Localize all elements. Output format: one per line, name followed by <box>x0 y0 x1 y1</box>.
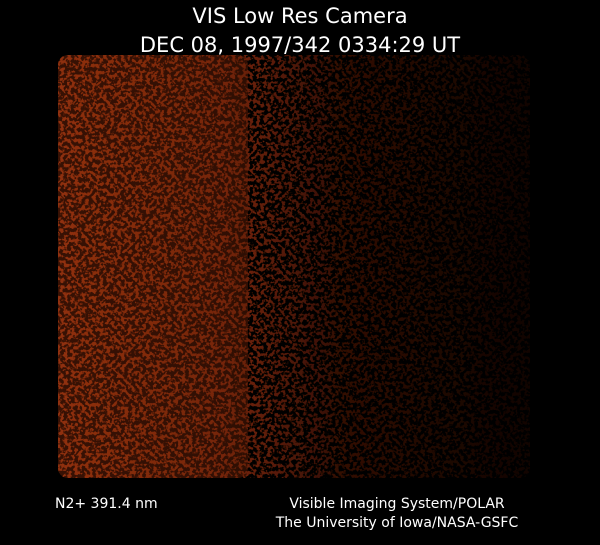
filter-label: N2+ 391.4 nm <box>55 496 158 512</box>
image-field <box>58 55 530 478</box>
title: VIS Low Res Camera <box>192 4 407 28</box>
bright-region <box>58 55 248 478</box>
speckle-field <box>58 55 530 478</box>
instrument-label: Visible Imaging System/POLAR <box>289 496 505 512</box>
institution-label: The University of Iowa/NASA-GSFC <box>275 515 519 531</box>
timestamp: DEC 08, 1997/342 0334:29 UT <box>140 33 460 57</box>
